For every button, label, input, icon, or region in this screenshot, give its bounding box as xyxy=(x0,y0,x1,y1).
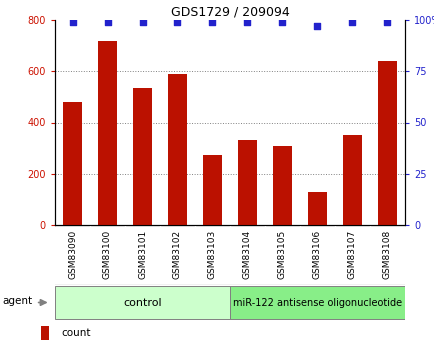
Point xyxy=(69,19,76,25)
Text: GSM83107: GSM83107 xyxy=(347,230,356,279)
Text: GSM83100: GSM83100 xyxy=(103,230,112,279)
Bar xyxy=(98,40,117,225)
Point xyxy=(313,23,320,29)
Text: GSM83104: GSM83104 xyxy=(243,230,251,279)
Bar xyxy=(272,146,292,225)
Bar xyxy=(132,88,152,225)
Bar xyxy=(237,140,256,225)
Text: GSM83108: GSM83108 xyxy=(382,230,391,279)
Text: GSM83103: GSM83103 xyxy=(207,230,217,279)
Bar xyxy=(342,135,361,225)
Point xyxy=(104,19,111,25)
Text: control: control xyxy=(123,297,161,307)
Point xyxy=(209,19,216,25)
FancyBboxPatch shape xyxy=(55,286,230,319)
Bar xyxy=(63,102,82,225)
Bar xyxy=(41,326,49,340)
Point xyxy=(174,19,181,25)
Text: GSM83102: GSM83102 xyxy=(173,230,181,279)
Bar xyxy=(168,74,187,225)
Bar xyxy=(202,155,222,225)
Text: count: count xyxy=(61,328,90,338)
Bar xyxy=(377,61,396,225)
Point xyxy=(278,19,285,25)
FancyBboxPatch shape xyxy=(230,286,404,319)
Point xyxy=(348,19,355,25)
Bar xyxy=(307,192,326,225)
Text: miR-122 antisense oligonucleotide: miR-122 antisense oligonucleotide xyxy=(232,297,401,307)
Point xyxy=(139,19,146,25)
Text: GSM83090: GSM83090 xyxy=(68,230,77,279)
Text: GSM83101: GSM83101 xyxy=(138,230,147,279)
Text: GSM83106: GSM83106 xyxy=(312,230,321,279)
Point xyxy=(383,19,390,25)
Text: GSM83105: GSM83105 xyxy=(277,230,286,279)
Text: agent: agent xyxy=(3,296,33,306)
Title: GDS1729 / 209094: GDS1729 / 209094 xyxy=(170,6,289,19)
Point xyxy=(243,19,250,25)
